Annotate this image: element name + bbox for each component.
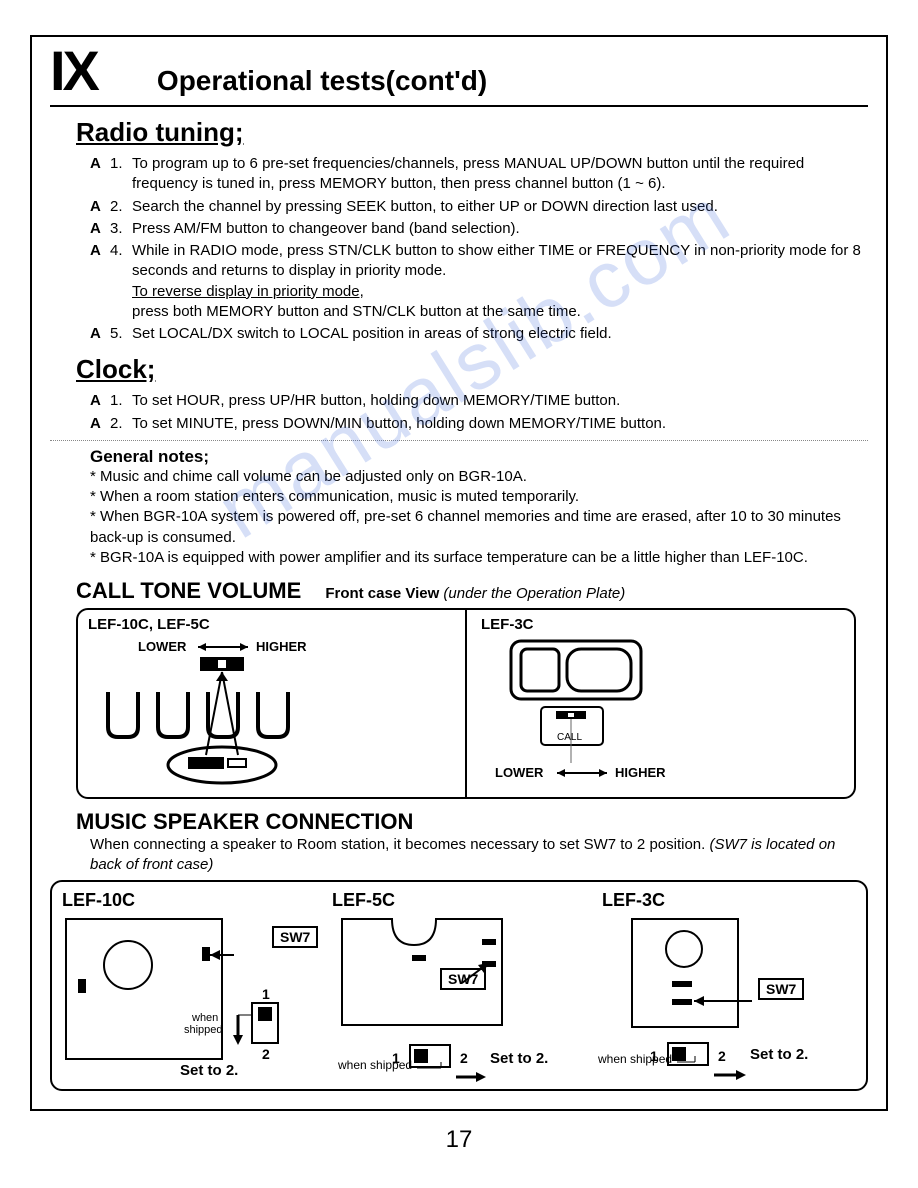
panel-label: LEF-3C — [602, 890, 856, 911]
item-num: 2. — [110, 414, 132, 434]
divider — [465, 610, 467, 797]
a-label: A — [90, 197, 110, 217]
a-label: A — [90, 391, 110, 411]
svg-text:CALL: CALL — [557, 732, 582, 743]
calltone-left-diagram: LOWER HIGHER — [88, 637, 348, 787]
item-num: 3. — [110, 219, 132, 239]
calltone-box: LEF-10C, LEF-5C LOWER HIGHER — [76, 608, 856, 799]
item-text: To set MINUTE, press DOWN/MIN button, ho… — [132, 414, 868, 434]
item-num: 1. — [110, 154, 132, 174]
clock-title: Clock; — [76, 354, 868, 385]
radio-title: Radio tuning; — [76, 117, 868, 148]
calltone-sub-ital: (under the Operation Plate) — [443, 585, 625, 602]
when-shipped: when shipped — [598, 1052, 705, 1066]
notes-title: General notes; — [90, 447, 868, 467]
svg-text:when: when — [191, 1012, 218, 1024]
list-item: A 4. While in RADIO mode, press STN/CLK … — [90, 241, 868, 322]
music-sub-text: When connecting a speaker to Room statio… — [90, 836, 709, 853]
item-num: 1. — [110, 391, 132, 411]
item-text: Set LOCAL/DX switch to LOCAL position in… — [132, 324, 868, 344]
notes-bullets: Music and chime call volume can be adjus… — [90, 467, 868, 568]
item-text: To set HOUR, press UP/HR button, holding… — [132, 391, 868, 411]
item-num: 2. — [110, 197, 132, 217]
svg-text:Set to 2.: Set to 2. — [180, 1062, 238, 1079]
svg-text:HIGHER: HIGHER — [256, 639, 307, 654]
list-item: A 1. To program up to 6 pre-set frequenc… — [90, 154, 868, 195]
svg-text:2: 2 — [262, 1046, 270, 1062]
svg-text:2: 2 — [718, 1048, 726, 1064]
music-title: MUSIC SPEAKER CONNECTION — [76, 809, 868, 835]
arrow-icon — [675, 1054, 705, 1066]
list-item: A 5. Set LOCAL/DX switch to LOCAL positi… — [90, 324, 868, 344]
page-title: Operational tests(cont'd) — [157, 65, 487, 97]
arrow-icon — [415, 1060, 455, 1072]
calltone-right-diagram: CALL LOWER HIGHER — [481, 637, 691, 787]
when-shipped: when shipped — [338, 1058, 455, 1072]
divider — [50, 440, 868, 441]
music-sub: When connecting a speaker to Room statio… — [90, 835, 868, 874]
music-panel-3: LEF-3C 1 2 SW7 when shipped — [602, 890, 856, 1085]
music-panel-1: LEF-10C 1 2 when shipped Se — [62, 890, 316, 1085]
setto2: Set to 2. — [490, 1050, 548, 1067]
a-label: A — [90, 219, 110, 239]
bullet: BGR-10A is equipped with power amplifier… — [90, 548, 868, 568]
clock-list: A 1. To set HOUR, press UP/HR button, ho… — [90, 391, 868, 434]
svg-text:LOWER: LOWER — [495, 765, 544, 780]
svg-text:1: 1 — [262, 986, 270, 1002]
panel-label: LEF-10C — [62, 890, 316, 911]
bullet: When a room station enters communication… — [90, 487, 868, 507]
item-num: 5. — [110, 324, 132, 344]
a-label: A — [90, 324, 110, 344]
bullet: Music and chime call volume can be adjus… — [90, 467, 868, 487]
item-text-part: While in RADIO mode, press STN/CLK butto… — [132, 242, 861, 279]
panel-title: LEF-3C — [481, 616, 844, 633]
calltone-sub-bold: Front case View — [325, 585, 443, 602]
music-box: LEF-10C 1 2 when shipped Se — [50, 880, 868, 1091]
calltone-header: CALL TONE VOLUME Front case View (under … — [76, 578, 868, 604]
item-text: Search the channel by pressing SEEK butt… — [132, 197, 868, 217]
radio-list: A 1. To program up to 6 pre-set frequenc… — [90, 154, 868, 344]
a-label: A — [90, 241, 110, 261]
calltone-title: CALL TONE VOLUME — [76, 578, 301, 604]
item-text-part2: press both MEMORY button and STN/CLK but… — [132, 303, 581, 320]
section-numeral: IX — [50, 43, 97, 99]
page-frame: manualslib.com IX Operational tests(cont… — [30, 35, 888, 1111]
list-item: A 3. Press AM/FM button to changeover ba… — [90, 219, 868, 239]
calltone-sub: Front case View (under the Operation Pla… — [325, 585, 625, 602]
music-panel-2: LEF-5C 1 2 SW7 when shipped — [332, 890, 586, 1085]
sw7-label: SW7 — [758, 978, 804, 1000]
panel-label: LEF-5C — [332, 890, 586, 911]
panel-title: LEF-10C, LEF-5C — [88, 616, 451, 633]
svg-text:2: 2 — [460, 1050, 468, 1066]
svg-text:HIGHER: HIGHER — [615, 765, 666, 780]
item-text: To program up to 6 pre-set frequencies/c… — [132, 154, 868, 195]
item-text: While in RADIO mode, press STN/CLK butto… — [132, 241, 868, 322]
when-shipped-text: when shipped — [338, 1058, 412, 1072]
calltone-right-panel: LEF-3C CALL LOWER HIGHER — [481, 616, 844, 787]
list-item: A 1. To set HOUR, press UP/HR button, ho… — [90, 391, 868, 411]
a-label: A — [90, 414, 110, 434]
a-label: A — [90, 154, 110, 174]
list-item: A 2. To set MINUTE, press DOWN/MIN butto… — [90, 414, 868, 434]
when-shipped-text: when shipped — [598, 1052, 672, 1066]
calltone-left-panel: LEF-10C, LEF-5C LOWER HIGHER — [88, 616, 451, 787]
list-item: A 2. Search the channel by pressing SEEK… — [90, 197, 868, 217]
sw7-label: SW7 — [440, 968, 486, 990]
bullet: When BGR-10A system is powered off, pre-… — [90, 507, 868, 548]
sw7-label: SW7 — [272, 926, 318, 948]
item-num: 4. — [110, 241, 132, 261]
item-text-underline: To reverse display in priority mode, — [132, 283, 364, 300]
svg-text:shipped: shipped — [184, 1024, 223, 1036]
header: IX Operational tests(cont'd) — [50, 37, 868, 107]
svg-text:LOWER: LOWER — [138, 639, 187, 654]
item-text: Press AM/FM button to changeover band (b… — [132, 219, 868, 239]
page-number: 17 — [0, 1126, 918, 1154]
setto2: Set to 2. — [750, 1046, 808, 1063]
